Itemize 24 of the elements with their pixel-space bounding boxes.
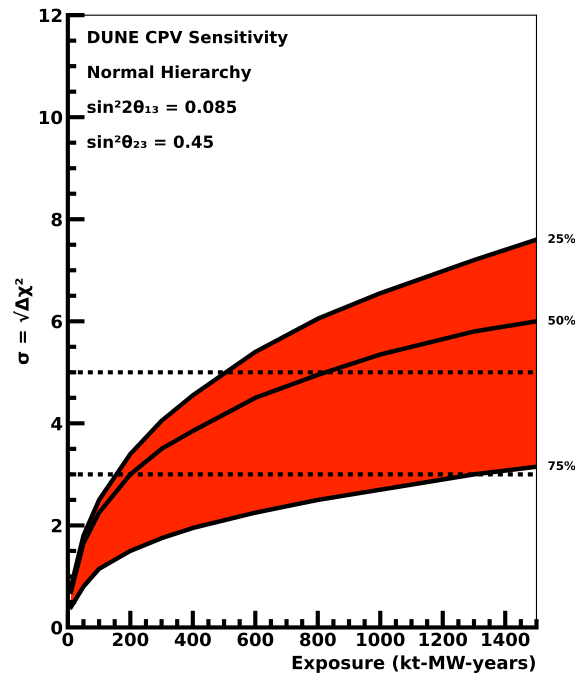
y-axis-title: σ = √Δχ²: [13, 278, 32, 364]
y-tick-label: 10: [40, 110, 62, 124]
x-tick-label: 1200: [420, 632, 468, 646]
series-label: 25%: [548, 234, 575, 244]
annotation: sin²θ₂₃ = 0.45: [87, 135, 213, 148]
x-tick-label: 400: [174, 632, 211, 646]
x-tick-label: 200: [112, 632, 148, 646]
annotation: sin²2θ₁₃ = 0.085: [87, 100, 236, 114]
y-tick-label: 0: [51, 620, 62, 635]
x-tick-label: 600: [238, 632, 274, 646]
y-tick-label: 12: [40, 8, 62, 22]
annotation: DUNE CPV Sensitivity: [88, 30, 288, 47]
x-tick-label: 1000: [357, 632, 405, 646]
series-label: 50%: [548, 316, 575, 325]
x-axis-title: Exposure (kt-MW-years): [292, 655, 535, 673]
series-label: 75%: [548, 461, 575, 470]
x-tick-label: 1400: [482, 632, 530, 646]
x-tick-label: 800: [300, 632, 336, 646]
y-tick-label: 2: [52, 518, 62, 532]
y-tick-label: 8: [52, 212, 62, 226]
y-tick-label: 4: [51, 417, 62, 430]
y-tick-label: 6: [52, 314, 62, 328]
annotation: Normal Hierarchy: [88, 65, 252, 82]
x-tick-label: 0: [62, 632, 74, 646]
